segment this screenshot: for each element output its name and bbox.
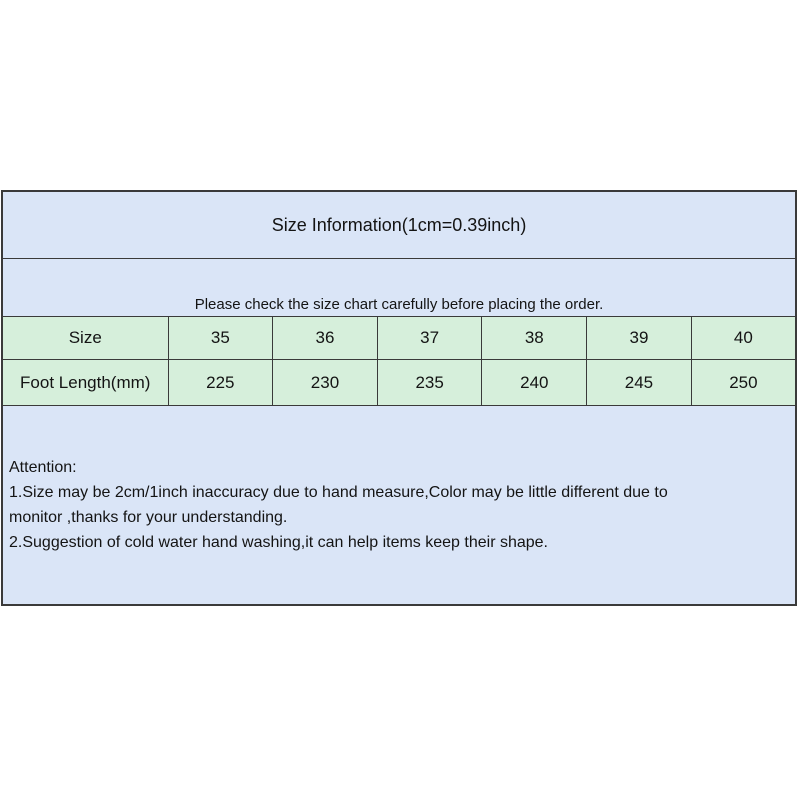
attention-text: Attention: 1.Size may be 2cm/1inch inacc… [1,405,797,606]
table-title: Size Information(1cm=0.39inch) [1,190,797,259]
attention-heading: Attention: [9,459,77,476]
title-row: Size Information(1cm=0.39inch) [1,190,797,259]
foot-length-value-cell: 240 [481,359,588,406]
attention-line: 1.Size may be 2cm/1inch inaccuracy due t… [9,484,668,501]
size-value-cell: 35 [167,316,274,360]
size-value-cell: 40 [690,316,797,360]
attention-line: monitor ,thanks for your understanding. [9,509,288,526]
size-value-cell: 36 [272,316,378,360]
size-header-row: Size 35 36 37 38 39 40 [1,316,797,360]
notice-text: Please check the size chart carefully be… [1,258,797,317]
size-value-cell: 39 [586,316,692,360]
foot-length-value-cell: 225 [167,359,274,406]
foot-length-value-cell: 245 [586,359,692,406]
foot-length-value-cell: 230 [272,359,378,406]
foot-length-value-cell: 250 [690,359,797,406]
attention-row: Attention: 1.Size may be 2cm/1inch inacc… [1,405,797,606]
attention-line: 2.Suggestion of cold water hand washing,… [9,534,548,551]
notice-row: Please check the size chart carefully be… [1,258,797,317]
foot-length-value-cell: 235 [376,359,483,406]
foot-length-row: Foot Length(mm) 225 230 235 240 245 250 [1,359,797,406]
foot-length-label-cell: Foot Length(mm) [1,359,169,406]
size-value-cell: 37 [376,316,483,360]
size-value-cell: 38 [481,316,588,360]
size-label-cell: Size [1,316,169,360]
size-chart-table: Size Information(1cm=0.39inch) Please ch… [1,190,797,606]
